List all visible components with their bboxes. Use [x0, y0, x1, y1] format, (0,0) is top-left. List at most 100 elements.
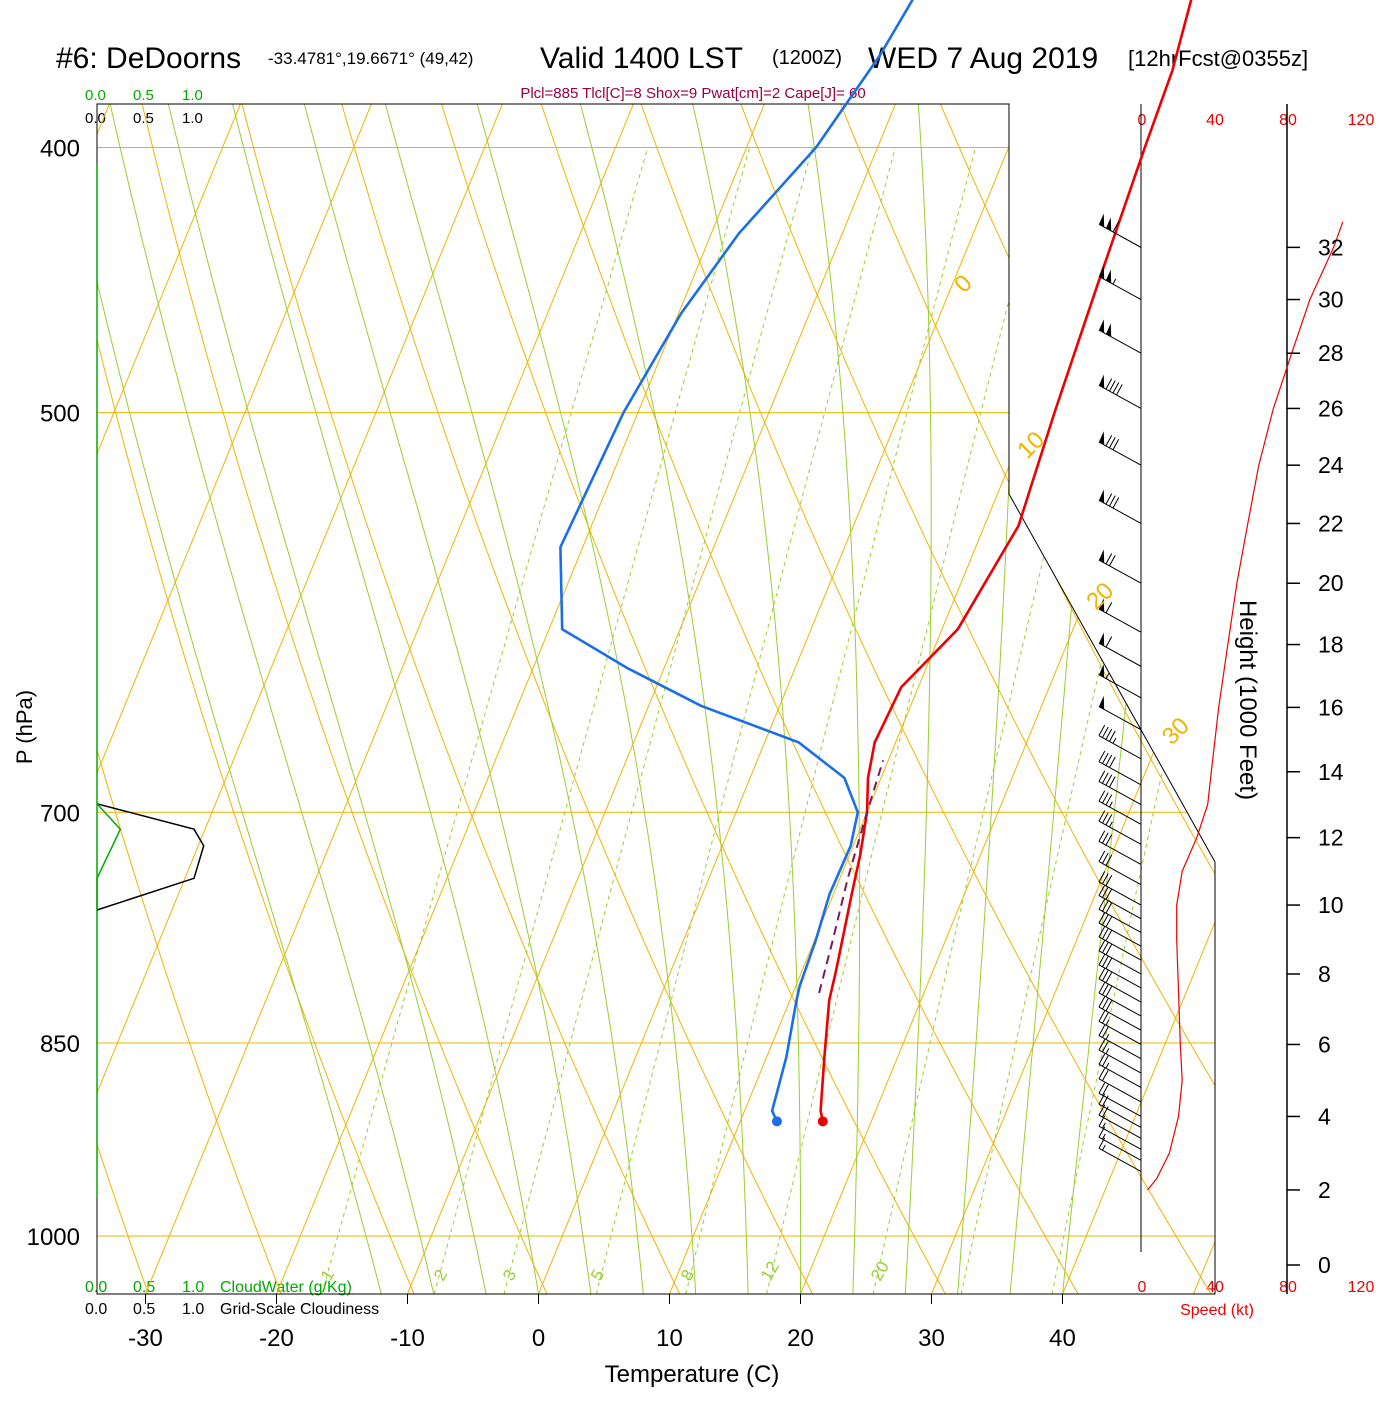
cloudwater-scale-top: 0.0 0.5 1.0	[85, 87, 203, 104]
cloudiness-label: Grid-Scale Cloudiness	[220, 1301, 379, 1318]
cloudiness-tick: 0.0	[85, 1301, 107, 1318]
dry-adiabat-line	[468, 0, 1212, 1294]
barb-half-flag	[1113, 279, 1116, 284]
height-tick-label: 16	[1318, 694, 1344, 720]
barb-staff	[1099, 560, 1141, 583]
barb-half-flag	[1102, 1145, 1105, 1150]
pressure-tick-label: 400	[40, 135, 80, 162]
height-tick-label: 10	[1318, 892, 1344, 918]
mixing-ratio-line	[873, 148, 1143, 1295]
wind-barb	[1099, 431, 1141, 465]
isotherm-label: 30	[1157, 712, 1195, 750]
cloudiness-tick: 0.0	[85, 110, 106, 127]
barb-staff	[1099, 330, 1141, 353]
wind-barb	[1099, 319, 1141, 353]
x-tick-label: 10	[656, 1325, 683, 1352]
isotherm-label: 20	[1081, 577, 1119, 615]
isotherm-line	[1194, 104, 1400, 1294]
dry-adiabat-line	[206, 0, 813, 1294]
x-axis-label: Temperature (C)	[605, 1361, 780, 1388]
speed-tick: 120	[1348, 112, 1375, 129]
barb-staff	[1099, 781, 1141, 804]
background-lines	[0, 0, 1400, 1294]
cloudwater-tick: 0.5	[133, 87, 154, 104]
mixing-ratio-label: 12	[757, 1258, 783, 1284]
moist-adiabat-line	[549, 0, 801, 1294]
temperature-line	[821, 0, 1255, 1121]
mixing-ratio-label: 20	[867, 1258, 893, 1284]
surface-dewpoint-dot	[772, 1116, 782, 1126]
x-tick-label: -10	[390, 1325, 425, 1352]
height-tick-label: 32	[1318, 234, 1344, 260]
height-tick-label: 22	[1318, 510, 1344, 536]
speed-tick: 80	[1279, 112, 1297, 129]
pressure-tick-label: 500	[40, 401, 80, 428]
speed-tick: 120	[1348, 1279, 1375, 1296]
barb-staff	[1099, 643, 1141, 666]
wind-barb	[1099, 1116, 1141, 1150]
wind-barb	[1099, 1105, 1141, 1139]
mixing-ratio-line	[596, 148, 895, 1295]
mixing-ratio-line	[504, 148, 812, 1295]
speed-tick: 0	[1138, 112, 1147, 129]
surface-temperature-dot	[818, 1116, 828, 1126]
speed-scale-top: 0 40 80 120	[1138, 112, 1375, 129]
x-tick-label: 20	[787, 1325, 814, 1352]
cloudwater-tick: 1.0	[182, 87, 203, 104]
cloudiness-tick: 0.5	[133, 1301, 155, 1318]
moist-adiabat-line	[958, 0, 1019, 1294]
height-tick-label: 20	[1318, 570, 1344, 596]
x-tick-label: -30	[128, 1325, 163, 1352]
zulu-time: (1200Z)	[772, 47, 842, 69]
x-tick-label: 30	[918, 1325, 945, 1352]
wind-barb	[1099, 490, 1141, 524]
cloudwater-tick: 1.0	[182, 1279, 204, 1296]
plot-border	[97, 104, 1215, 1294]
speed-tick: 40	[1206, 112, 1224, 129]
dry-adiabat-line	[380, 0, 1078, 1294]
wind-barb	[1099, 791, 1141, 825]
dry-adiabat-line	[816, 0, 1400, 1294]
isotherm-line	[0, 104, 371, 1294]
height-tick-label: 8	[1318, 961, 1331, 987]
dry-adiabat-line	[0, 0, 414, 1294]
barb-staff	[1099, 276, 1141, 299]
wind-barb	[1099, 549, 1141, 583]
wind-barb	[1099, 811, 1141, 845]
wind-barb	[1099, 632, 1141, 666]
height-tick-label: 4	[1318, 1103, 1331, 1129]
height-tick-label: 0	[1318, 1252, 1331, 1278]
height-tick-label: 6	[1318, 1031, 1331, 1057]
speed-tick: 80	[1279, 1279, 1297, 1296]
chart-frame	[97, 104, 1287, 1294]
barb-staff	[1099, 442, 1141, 465]
moist-adiabat-line	[6, 0, 434, 1294]
cloudwater-tick: 0.0	[85, 1279, 107, 1296]
mixing-ratio-line	[767, 148, 1048, 1295]
barb-staff	[1099, 609, 1141, 632]
barb-staff	[1099, 762, 1141, 785]
barb-staff	[1099, 1148, 1141, 1171]
cloudiness-line	[97, 804, 204, 910]
x-tick-label: -20	[259, 1325, 294, 1352]
pressure-tick-label: 850	[40, 1031, 80, 1058]
height-tick-label: 2	[1318, 1177, 1331, 1203]
speed-scale-bottom: 0 40 80 120 Speed (kt)	[1138, 1279, 1375, 1319]
valid-time: Valid 1400 LST	[540, 42, 743, 75]
dry-adiabat-line	[729, 0, 1400, 1294]
moist-adiabat-line	[1063, 0, 1239, 1294]
height-tick-label: 28	[1318, 340, 1344, 366]
mixing-ratio-label: 5	[587, 1266, 608, 1284]
barb-half-flag	[1106, 1049, 1109, 1054]
moist-adiabat-line	[1010, 0, 1127, 1294]
cloudiness-tick: 1.0	[182, 110, 203, 127]
moist-adiabat-line	[57, 0, 486, 1294]
cloudiness-scale-bottom: 0.0 0.5 1.0 Grid-Scale Cloudiness	[85, 1301, 379, 1318]
isotherm-line	[15, 104, 503, 1294]
barb-staff	[1099, 862, 1141, 885]
isotherm-label: 10	[1012, 426, 1050, 464]
dewpoint-line	[560, 0, 1084, 1121]
height-axis-label: Height (1000 Feet)	[1234, 600, 1261, 800]
station-title: #6: DeDoorns	[56, 42, 241, 75]
cloudiness-tick: 0.5	[133, 110, 154, 127]
